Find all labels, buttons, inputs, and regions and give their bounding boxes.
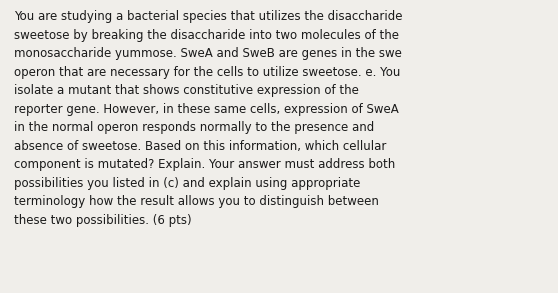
Text: You are studying a bacterial species that utilizes the disaccharide
sweetose by : You are studying a bacterial species tha… bbox=[14, 10, 402, 227]
